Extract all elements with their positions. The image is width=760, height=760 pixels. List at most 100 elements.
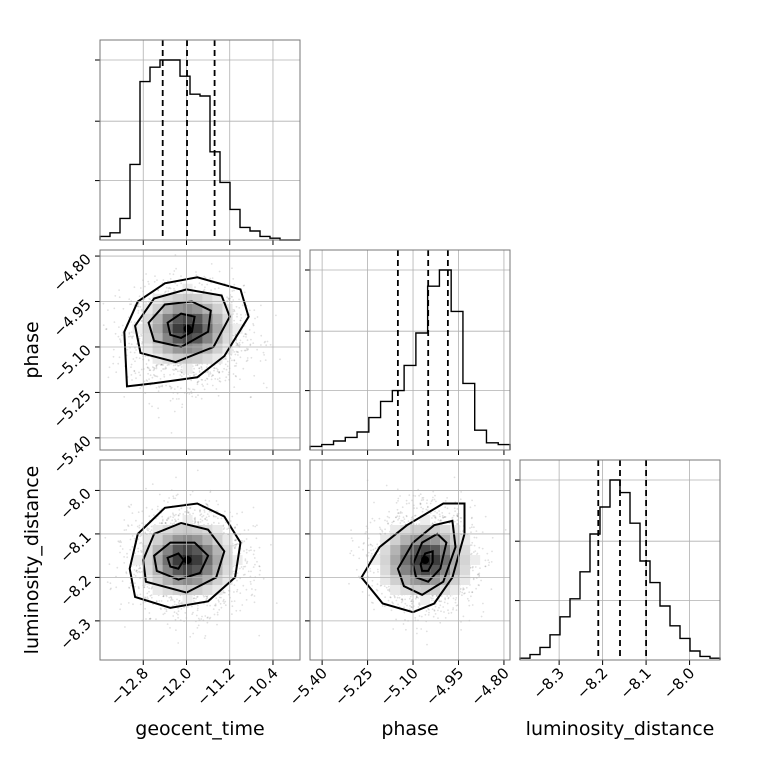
sample-point	[161, 384, 164, 387]
sample-point	[114, 332, 117, 335]
sample-point	[181, 406, 183, 409]
sample-point	[260, 344, 262, 346]
sample-point	[160, 608, 162, 611]
sample-point	[172, 516, 175, 519]
sample-point	[172, 364, 175, 367]
sample-point	[447, 609, 449, 612]
panel-geocent-time-hist	[95, 39, 301, 245]
sample-point	[206, 519, 208, 522]
sample-point	[136, 569, 138, 572]
sample-point	[240, 317, 243, 319]
sample-point	[216, 378, 219, 381]
sample-point	[217, 522, 220, 525]
sample-point	[233, 289, 235, 292]
density-cell	[162, 323, 173, 334]
sample-point	[160, 600, 163, 602]
sample-point	[232, 373, 235, 375]
histogram-phase	[309, 269, 511, 450]
sample-point	[117, 540, 120, 543]
sample-point	[164, 522, 167, 525]
sample-point	[144, 600, 147, 603]
sample-point	[132, 335, 135, 338]
sample-point	[242, 574, 245, 576]
sample-point	[428, 611, 430, 614]
density-cell	[202, 293, 213, 304]
sample-point	[214, 603, 217, 606]
density-cell	[182, 353, 193, 364]
sample-point	[212, 514, 215, 517]
sample-point	[161, 363, 163, 366]
sample-point	[203, 595, 205, 598]
sample-point	[169, 273, 171, 275]
sample-point	[206, 383, 209, 385]
sample-point	[183, 606, 186, 609]
sample-point	[243, 284, 246, 287]
density-cell	[152, 575, 163, 585]
sample-point	[123, 562, 126, 564]
sample-point	[253, 595, 256, 597]
sample-point	[180, 368, 183, 371]
sample-point	[234, 547, 236, 550]
sample-point	[192, 512, 195, 515]
sample-point	[213, 604, 216, 607]
sample-point	[150, 587, 153, 590]
sample-point	[153, 514, 155, 517]
density-cell	[182, 525, 193, 535]
sample-point	[197, 394, 199, 397]
sample-point	[239, 609, 242, 612]
sample-point	[145, 302, 147, 304]
sample-point	[453, 520, 456, 523]
sample-point	[146, 366, 149, 369]
density-cell	[222, 555, 233, 565]
sample-point	[203, 288, 206, 291]
sample-point	[170, 598, 173, 600]
sample-point	[137, 309, 140, 312]
density-cell	[152, 555, 163, 565]
sample-point	[462, 530, 464, 533]
sample-point	[174, 520, 177, 523]
sample-point	[418, 523, 420, 526]
density-cell	[202, 545, 213, 555]
sample-point	[204, 635, 207, 637]
sample-point	[141, 342, 143, 345]
density-cell	[142, 555, 153, 565]
sample-point	[144, 596, 146, 599]
sample-point	[217, 599, 220, 602]
sample-point	[123, 396, 126, 398]
sample-point	[187, 387, 190, 390]
sample-point	[205, 516, 208, 519]
sample-point	[219, 380, 222, 383]
sample-point	[373, 608, 375, 611]
sample-point	[490, 561, 493, 563]
sample-point	[197, 521, 199, 524]
sample-point	[475, 536, 478, 539]
sample-point	[165, 290, 167, 293]
sample-point	[397, 603, 399, 606]
sample-point	[108, 563, 111, 566]
sample-point	[212, 608, 215, 610]
sample-point	[241, 604, 244, 606]
sample-point	[118, 296, 121, 299]
sample-point	[175, 604, 178, 606]
sample-point	[436, 595, 438, 598]
sample-point	[456, 513, 459, 515]
sample-point	[218, 377, 221, 380]
contour-level	[128, 502, 242, 609]
sample-point	[193, 600, 195, 602]
density-cell	[162, 313, 173, 324]
panel-frame	[99, 39, 301, 241]
sample-point	[147, 280, 150, 283]
sample-point	[213, 613, 216, 616]
sample-point	[119, 545, 122, 547]
sample-point	[170, 596, 172, 598]
sample-point	[233, 359, 236, 362]
sample-point	[259, 360, 262, 362]
sample-point	[174, 618, 177, 621]
sample-point	[206, 371, 209, 374]
sample-point	[102, 324, 105, 327]
sample-point	[193, 374, 195, 377]
sample-point	[138, 295, 141, 298]
sample-point	[145, 487, 147, 490]
sample-point	[240, 313, 242, 316]
sample-point	[236, 572, 239, 574]
